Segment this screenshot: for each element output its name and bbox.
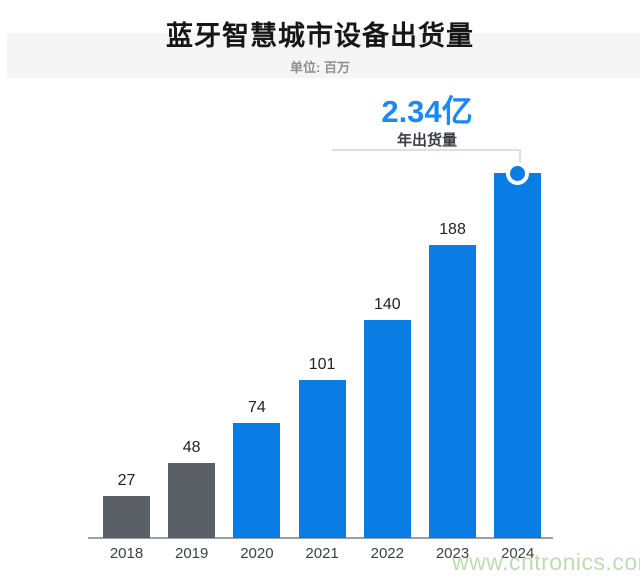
x-tick-label-2021: 2021 [305,545,339,562]
bar-2023 [429,245,476,538]
annotation-label: 年出货量 [396,132,457,149]
x-tick-label-2023: 2023 [435,545,470,562]
x-tick-label-2018: 2018 [109,545,144,562]
bar-value-label-2023: 188 [439,221,466,238]
x-axis-line [88,537,553,539]
annotation-value: 2.34亿 [381,94,473,129]
bar-2019 [168,463,216,538]
bar-2022 [363,320,411,538]
watermark-text: www.cntronics.com [452,549,640,575]
bar-2021 [298,380,346,538]
bar-value-label-2021: 101 [308,356,336,373]
peak-circle-marker [506,162,529,185]
chart-title: 蓝牙智慧城市设备出货量 [166,21,474,51]
x-tick-label-2024: 2024 [501,545,535,562]
annotation-connector-vertical [519,149,521,165]
annotation-connector-horizontal [332,149,521,151]
x-tick-label-2020: 2020 [240,545,274,562]
header-band [7,33,640,78]
bar-value-label-2018: 27 [117,472,136,489]
bar-2018 [103,496,150,538]
bar-2020 [233,423,281,538]
bar-value-label-2022: 140 [373,296,401,313]
bar-value-label-2019: 48 [182,439,201,456]
x-tick-label-2019: 2019 [175,545,209,562]
bar-value-label-2020: 74 [247,399,266,416]
bar-2024 [494,173,542,538]
x-tick-label-2022: 2022 [370,545,404,562]
chart-unit-subtitle: 单位: 百万 [290,60,350,75]
